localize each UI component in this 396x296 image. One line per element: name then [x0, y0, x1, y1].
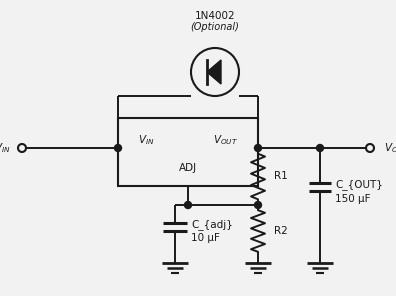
- Text: R1: R1: [274, 171, 288, 181]
- Circle shape: [255, 144, 261, 152]
- Circle shape: [316, 144, 324, 152]
- Text: 1N4002: 1N4002: [195, 11, 235, 21]
- Text: R2: R2: [274, 226, 288, 236]
- Text: ADJ: ADJ: [179, 163, 197, 173]
- Text: $V_{OUT}$: $V_{OUT}$: [384, 141, 396, 155]
- Polygon shape: [207, 60, 221, 84]
- Circle shape: [114, 144, 122, 152]
- Circle shape: [255, 202, 261, 208]
- Text: C_{adj}: C_{adj}: [191, 220, 233, 231]
- Circle shape: [185, 202, 192, 208]
- Text: $V_{IN}$: $V_{IN}$: [138, 133, 154, 147]
- Text: 10 μF: 10 μF: [191, 233, 220, 243]
- Circle shape: [192, 49, 238, 95]
- Bar: [118, 118, 258, 186]
- Text: C_{OUT}: C_{OUT}: [335, 180, 383, 190]
- Text: $V_{IN}$: $V_{IN}$: [0, 141, 10, 155]
- Text: $V_{OUT}$: $V_{OUT}$: [213, 133, 238, 147]
- Text: 150 μF: 150 μF: [335, 194, 371, 204]
- Text: (Optional): (Optional): [190, 22, 240, 32]
